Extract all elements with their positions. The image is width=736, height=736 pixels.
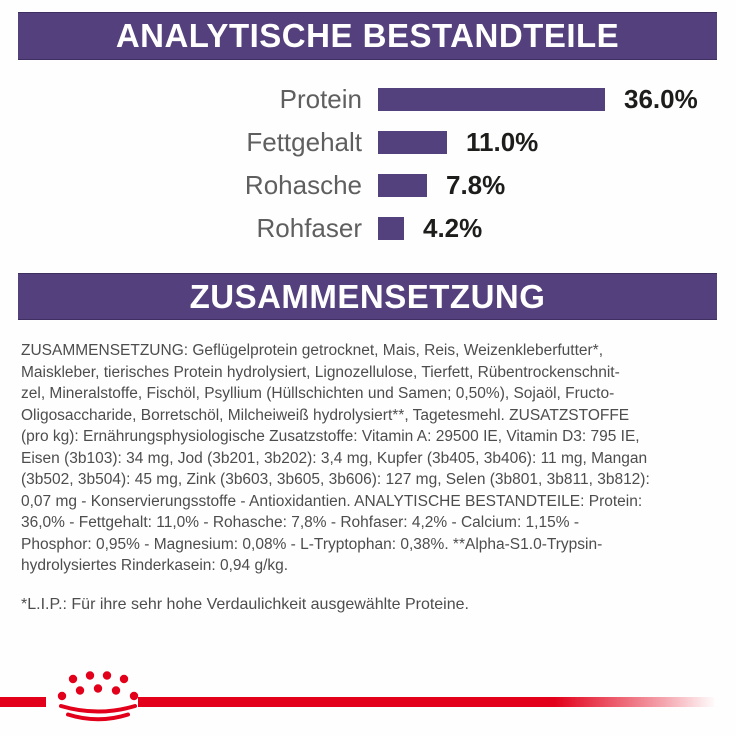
composition-banner: ZUSAMMENSETZUNG: [18, 273, 717, 320]
chart-row-protein: Protein 36.0%: [0, 78, 736, 121]
composition-line: Eisen (3b103): 34 mg, Jod (3b201, 3b202)…: [21, 449, 648, 467]
chart-bar: [378, 217, 404, 240]
footer-stripe-right: [138, 697, 716, 707]
composition-line: Oligosaccharide, Borretschöl, Milcheiwei…: [21, 406, 630, 424]
composition-line: zel, Mineralstoffe, Fischöl, Psyllium (H…: [21, 385, 615, 402]
chart-value: 36.0%: [624, 84, 698, 114]
composition-line: 0,07 mg - Konservierungsstoffe - Antioxi…: [21, 492, 643, 510]
composition-line: (3b502, 3b504): 45 mg, Zink (3b603, 3b60…: [21, 471, 650, 488]
analytical-components-banner: ANALYTISCHE BESTANDTEILE: [18, 12, 717, 60]
footer-stripe-left: [0, 697, 46, 707]
chart-bar: [378, 131, 447, 154]
composition-line: ZUSAMMENSETZUNG: Geflügelprotein getrock…: [21, 342, 604, 359]
chart-value: 4.2%: [423, 213, 483, 243]
chart-row-fettgehalt: Fettgehalt 11.0%: [0, 121, 736, 164]
composition-line: Phosphor: 0,95% - Magnesium: 0,08% - L-T…: [21, 535, 603, 553]
analytical-components-chart: Protein 36.0% Fettgehalt 11.0% Rohasche …: [0, 78, 736, 250]
chart-bar: [378, 174, 427, 197]
chart-value: 7.8%: [446, 170, 506, 200]
chart-row-rohasche: Rohasche 7.8%: [0, 164, 736, 207]
chart-row-rohfaser: Rohfaser 4.2%: [0, 207, 736, 250]
composition-line: 36,0% - Fettgehalt: 11,0% - Rohasche: 7,…: [21, 514, 579, 531]
chart-value: 11.0%: [466, 127, 539, 157]
composition-line: (pro kg): Ernährungsphysiologische Zusat…: [21, 428, 640, 445]
composition-text: ZUSAMMENSETZUNG: Geflügelprotein getrock…: [21, 340, 723, 577]
chart-bar: [378, 88, 605, 111]
chart-label: Fettgehalt: [246, 127, 362, 157]
composition-line: hydrolysiertes Rinderkasein: 0,94 g/kg.: [21, 557, 289, 574]
chart-label: Rohfaser: [256, 213, 363, 243]
chart-label: Protein: [279, 84, 362, 114]
lip-footnote: *L.I.P.: Für ihre sehr hohe Verdaulichke…: [21, 596, 469, 613]
royal-canin-crown-icon: [57, 671, 139, 722]
chart-label: Rohasche: [244, 170, 362, 200]
composition-title: ZUSAMMENSETZUNG: [189, 277, 546, 315]
composition-line: Maiskleber, tierisches Protein hydrolysi…: [21, 363, 620, 381]
analytical-components-title: ANALYTISCHE BESTANDTEILE: [115, 17, 620, 54]
